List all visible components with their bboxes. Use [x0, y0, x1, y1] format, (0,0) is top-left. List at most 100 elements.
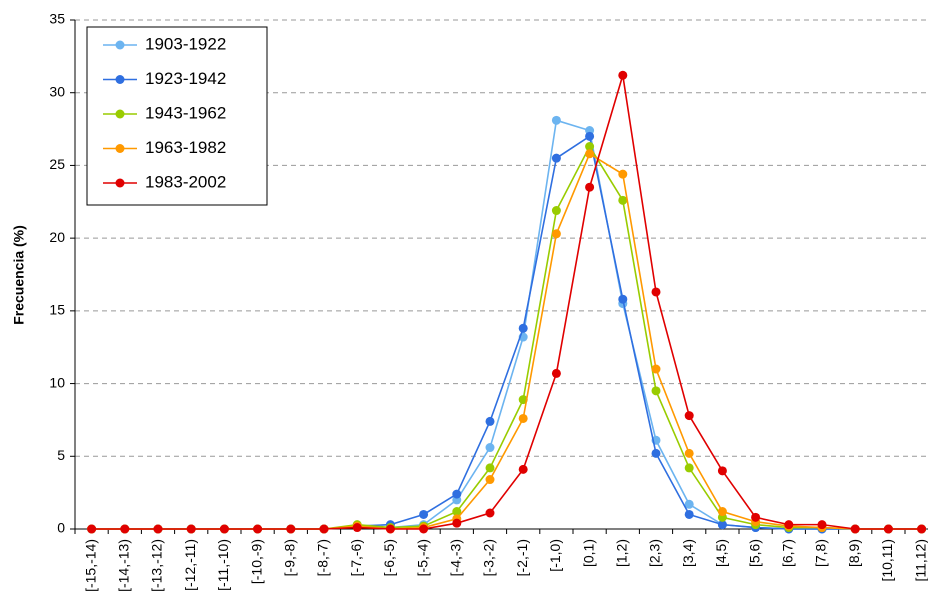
- data-point: [551, 229, 561, 239]
- y-tick-label: 5: [57, 447, 65, 463]
- y-tick-label: 30: [49, 83, 65, 99]
- x-tick-label: [-11,-10): [215, 539, 231, 591]
- x-tick-label: [-12,-11): [182, 539, 198, 591]
- data-point: [618, 195, 628, 205]
- x-tick-label: [10,11): [879, 539, 895, 582]
- data-point: [585, 142, 595, 152]
- data-point: [684, 499, 694, 509]
- data-point: [120, 524, 130, 534]
- x-tick-label: [5,6): [746, 539, 762, 567]
- legend-label: 1983-2002: [145, 172, 226, 191]
- x-tick-label: [2,3): [647, 539, 663, 567]
- data-point: [352, 523, 362, 533]
- x-tick-label: [0,1): [580, 539, 596, 567]
- legend: 1903-1922 1923-1942 1943-1962 1963-1982 1983…: [86, 26, 268, 206]
- data-point: [651, 364, 661, 374]
- y-tick-label: 25: [49, 156, 65, 172]
- data-point: [618, 294, 628, 304]
- data-point: [684, 448, 694, 458]
- data-point: [917, 524, 927, 534]
- series-line: [91, 75, 922, 530]
- x-tick-label: [-14,-13): [116, 539, 132, 592]
- data-point: [551, 206, 561, 216]
- legend-label: 1963-1982: [145, 138, 226, 157]
- data-point: [850, 524, 860, 534]
- legend-marker: [115, 144, 125, 153]
- data-point: [319, 524, 329, 534]
- data-point: [485, 443, 495, 453]
- data-point: [717, 466, 727, 476]
- x-tick-label: [1,2): [614, 539, 630, 567]
- data-point: [651, 448, 661, 458]
- data-point: [784, 520, 794, 530]
- data-point: [551, 368, 561, 378]
- x-tick-label: [-2,-1): [514, 539, 530, 576]
- y-tick-label: 0: [57, 520, 65, 536]
- y-axis-label: Frecuencia (%): [11, 225, 27, 325]
- x-tick-label: [4,5): [713, 539, 729, 567]
- x-tick-label: [-3,-2): [481, 539, 497, 576]
- data-point: [186, 524, 196, 534]
- data-point: [452, 489, 462, 499]
- data-point: [518, 464, 528, 474]
- data-point: [651, 287, 661, 297]
- x-tick-label: [-13,-12): [149, 539, 165, 592]
- data-point: [883, 524, 893, 534]
- data-point: [551, 115, 561, 125]
- data-point: [485, 416, 495, 426]
- data-point: [518, 323, 528, 333]
- x-tick-label: [-8,-7): [315, 539, 331, 576]
- data-point: [485, 475, 495, 485]
- data-point: [651, 386, 661, 396]
- legend-label: 1943-1962: [145, 103, 226, 122]
- series-line: [91, 152, 922, 530]
- legend-marker: [115, 109, 125, 119]
- data-point: [452, 518, 462, 528]
- data-point: [219, 524, 229, 534]
- legend-marker: [115, 75, 125, 84]
- x-tick-label: [-6,-5): [381, 539, 397, 576]
- x-tick-label: [-5,-4): [414, 539, 430, 576]
- data-point: [485, 508, 495, 518]
- x-tick-label: [-7,-6): [348, 539, 364, 576]
- data-point: [585, 131, 595, 141]
- x-tick-label: [8,9): [846, 539, 862, 567]
- data-point: [618, 70, 628, 80]
- data-point: [751, 512, 761, 522]
- x-tick-label: [7,8): [813, 539, 829, 567]
- legend-label: 1903-1922: [145, 34, 226, 53]
- data-point: [452, 507, 462, 517]
- data-point: [286, 524, 296, 534]
- y-tick-label: 15: [49, 302, 65, 318]
- data-point: [551, 153, 561, 163]
- x-tick-label: [3,4): [680, 539, 696, 567]
- legend-marker: [115, 178, 125, 188]
- data-point: [385, 524, 395, 534]
- x-tick-label: [-4,-3): [448, 539, 464, 576]
- legend-label: 1923-1942: [145, 69, 226, 88]
- data-point: [618, 169, 628, 179]
- data-point: [717, 520, 727, 530]
- y-tick-label: 20: [49, 229, 65, 245]
- y-tick-label: 35: [49, 11, 65, 27]
- data-point: [518, 413, 528, 423]
- data-point: [585, 149, 595, 159]
- data-point: [253, 524, 263, 534]
- x-tick-label: [6,7): [780, 539, 796, 567]
- x-tick-label: [-10,-9): [248, 539, 264, 584]
- data-point: [585, 182, 595, 192]
- x-tick-label: [-1,0): [547, 539, 563, 572]
- data-point: [87, 524, 97, 534]
- x-tick-label: [-9,-8): [282, 539, 298, 576]
- data-point: [153, 524, 163, 534]
- legend-marker: [115, 40, 125, 50]
- y-tick-label: 10: [49, 374, 65, 390]
- data-point: [419, 509, 429, 519]
- data-point: [817, 520, 827, 530]
- x-tick-label: [11,12): [912, 539, 928, 582]
- x-tick-label: [-15,-14): [82, 539, 98, 592]
- data-point: [684, 509, 694, 519]
- data-point: [717, 507, 727, 517]
- data-point: [684, 463, 694, 473]
